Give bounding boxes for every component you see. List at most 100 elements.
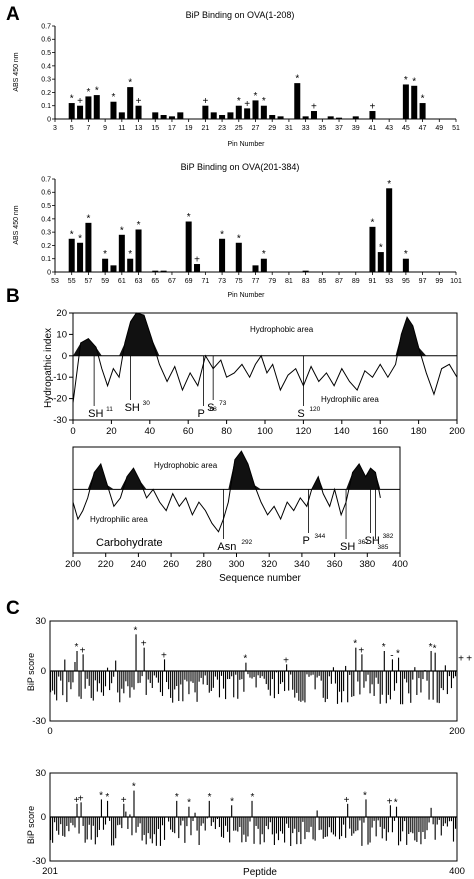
- x-tick-label: 320: [261, 559, 277, 570]
- annotation-label: SH: [88, 408, 103, 420]
- score-bar: [304, 817, 306, 840]
- y-axis-label: ABS 450 nm: [13, 205, 20, 244]
- score-bar: [369, 671, 371, 694]
- score-bar: [263, 817, 265, 843]
- annotation-superscript: 292: [241, 539, 252, 546]
- score-bar: [204, 817, 206, 831]
- y-tick-label: 0: [41, 666, 46, 677]
- score-bar: [271, 671, 273, 680]
- score-bar: [149, 671, 151, 683]
- hydropathy-line: [72, 312, 458, 403]
- score-bar: [277, 817, 280, 841]
- score-bar: [74, 662, 76, 671]
- score-bar: [316, 671, 318, 678]
- score-bar: [446, 817, 448, 827]
- bar: [110, 265, 117, 272]
- x-tick-label: 29: [268, 125, 276, 132]
- plus-marker: +: [358, 645, 364, 656]
- bar: [77, 105, 84, 119]
- score-bar: [184, 671, 186, 680]
- score-bar: [334, 671, 337, 684]
- x-tick-label: 260: [163, 559, 179, 570]
- score-bar: [308, 817, 310, 833]
- score-bar: [247, 817, 249, 837]
- plus-marker: +: [78, 793, 84, 804]
- score-bar: [227, 671, 229, 680]
- score-bar: [174, 671, 176, 690]
- score-bar: [292, 817, 294, 834]
- score-bar: [159, 671, 162, 693]
- annotation-superscript: 68: [210, 406, 218, 413]
- score-bar: [395, 671, 398, 684]
- score-bar: [163, 659, 166, 671]
- bar: [110, 101, 117, 119]
- score-bar: [233, 817, 235, 831]
- x-tick-label: 300: [229, 559, 245, 570]
- score-bar: [324, 671, 326, 703]
- bar: [377, 252, 384, 272]
- score-bar: [233, 671, 235, 698]
- star-marker: *: [132, 782, 136, 793]
- score-bar: [123, 671, 125, 694]
- score-bar: [249, 671, 251, 678]
- score-bar: [198, 817, 200, 845]
- y-tick-label: -10: [53, 372, 67, 383]
- score-bar: [345, 817, 347, 838]
- x-axis-label: Peptide: [243, 867, 277, 878]
- score-bar: [129, 671, 131, 698]
- bar: [269, 115, 276, 119]
- star-marker: *: [433, 644, 437, 655]
- score-bar: [387, 671, 389, 695]
- bar: [260, 105, 267, 119]
- x-tick-label: 25: [235, 125, 243, 132]
- x-tick-label: 280: [196, 559, 212, 570]
- score-bar: [369, 817, 371, 843]
- score-bar: [109, 817, 111, 821]
- score-bar: [72, 671, 74, 683]
- plus-marker: +: [121, 795, 127, 806]
- score-bar: [284, 817, 286, 843]
- score-bar: [379, 671, 381, 704]
- x-tick-label: 75: [235, 278, 243, 285]
- score-bar: [216, 671, 218, 680]
- score-bar: [292, 671, 294, 690]
- score-bar: [227, 817, 229, 832]
- score-bar: [212, 671, 214, 688]
- x-tick-label: 3: [53, 125, 57, 132]
- score-bar: [245, 817, 247, 842]
- plus-marker: +: [202, 96, 208, 107]
- score-bar: [129, 814, 131, 817]
- score-bar: [190, 671, 192, 682]
- score-bar: [218, 671, 221, 698]
- score-bar: [302, 817, 304, 822]
- star-marker: *: [112, 92, 116, 103]
- score-bar: [290, 817, 292, 847]
- x-tick-label: 65: [151, 278, 159, 285]
- score-bar: [302, 671, 304, 701]
- score-bar: [225, 817, 227, 826]
- score-bar: [161, 671, 164, 696]
- star-marker: *: [295, 74, 299, 85]
- x-tick-label: 39: [352, 125, 360, 132]
- score-bar: [184, 817, 186, 843]
- score-bar: [220, 817, 223, 837]
- score-bar: [410, 817, 412, 833]
- star-marker: *: [128, 78, 132, 89]
- score-bar: [180, 817, 182, 826]
- bar: [168, 116, 175, 119]
- score-bar: [96, 817, 98, 838]
- score-bar: [385, 671, 387, 704]
- bar: [102, 258, 109, 272]
- score-bar: [74, 817, 76, 828]
- plus-marker: +: [74, 795, 80, 806]
- x-tick-label: 23: [218, 125, 226, 132]
- score-bar: [298, 671, 300, 701]
- score-bar: [326, 817, 328, 837]
- star-marker: *: [187, 798, 191, 809]
- x-tick-label: 101: [450, 278, 462, 285]
- score-bar: [312, 817, 314, 840]
- bar: [386, 188, 393, 272]
- score-bar: [367, 817, 369, 845]
- score-bar: [271, 817, 273, 835]
- x-tick-label: 51: [452, 125, 460, 132]
